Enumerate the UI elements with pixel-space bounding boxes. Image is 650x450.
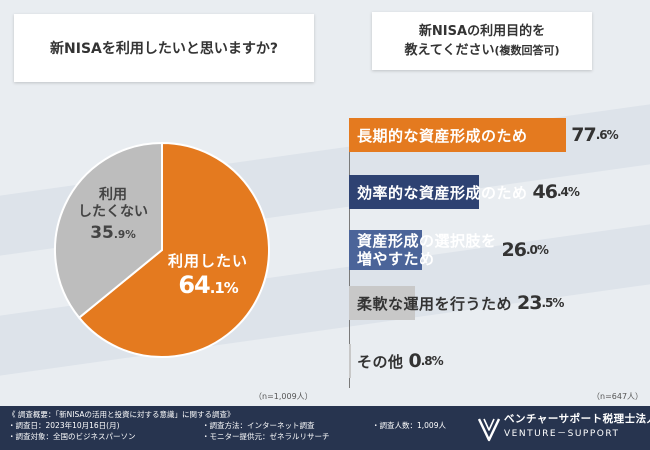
bar-value-other-int: 0	[408, 350, 422, 372]
bar-long-term	[349, 118, 567, 152]
pie-sample-size: （n=1,009人）	[254, 392, 313, 401]
bar-sample-size: （n=647人）	[592, 392, 644, 401]
bar-value-long-term-int: 77	[571, 124, 596, 146]
bar-value-flexible-int: 23	[517, 292, 542, 314]
bar-value-efficient-int: 46	[532, 181, 558, 203]
company-logo: ベンチャーサポート税理士法人 VENTURE－SUPPORT	[478, 414, 650, 444]
bar-label-other: その他	[357, 352, 404, 371]
footer-survey-info: 《 調査概要：「新NISAの活用と投資に対する意識」に関する調査》 ・調査日：2…	[0, 406, 650, 450]
pie-label-not-use-value-dec: .9%	[113, 229, 136, 241]
bar-flexible	[349, 286, 415, 320]
bar-chart-title-sub: (複数回答可)	[494, 44, 560, 57]
pie-label-not-use-value-int: 35	[90, 223, 114, 243]
bar-value-options-int: 26	[501, 239, 527, 261]
pie-label-use-value: 64.1%	[168, 271, 248, 299]
pie-chart-title: 新NISAを利用したいと思いますか?	[14, 14, 314, 82]
bar-value-options-dec: .0%	[525, 243, 549, 257]
bar-value-efficient: 46.4%	[532, 175, 580, 209]
bar-value-other: 0.8%	[408, 344, 444, 378]
pie-label-not-use: 利用 したくない 35.9%	[78, 187, 148, 243]
footer-survey-count: ・調査人数：1,009人	[372, 421, 446, 430]
pie-label-use: 利用したい 64.1%	[168, 250, 248, 299]
pie-slice-not-use	[54, 141, 163, 320]
company-name-en: VENTURE－SUPPORT	[504, 429, 620, 439]
bar-chart-title: 新NISAの利用目的を 教えてください(複数回答可)	[372, 12, 592, 70]
footer-survey-target: ・調査対象：全国のビジネスパーソン	[8, 432, 136, 441]
bar-value-efficient-dec: .4%	[556, 185, 580, 199]
bar-value-long-term-dec: .6%	[595, 128, 619, 142]
bar-value-other-dec: .8%	[420, 354, 444, 368]
bar-value-flexible: 23.5%	[517, 286, 564, 320]
bar-efficient	[349, 175, 479, 209]
pie-label-use-name: 利用したい	[168, 252, 249, 270]
footer-survey-date: ・調査日：2023年10月16日(月)	[8, 421, 120, 430]
pie-label-not-use-name-line2: したくない	[78, 204, 148, 220]
pie-chart-title-text: 新NISAを利用したいと思いますか?	[50, 41, 278, 57]
bar-chart-title-line1: 新NISAの利用目的を	[418, 24, 546, 39]
bar-label-options-line1: 資産形成の選択肢を	[357, 232, 497, 250]
bar-label-flexible: 柔軟な運用を行うため	[357, 294, 513, 313]
bar-label-options-line2: 増やすため	[357, 250, 435, 268]
pie-slice-use	[77, 141, 270, 358]
pie-label-use-value-dec: .1%	[209, 279, 239, 297]
bar-options	[349, 230, 422, 270]
bar-value-options: 26.0%	[501, 230, 549, 270]
company-name-jp: ベンチャーサポート税理士法人	[504, 413, 650, 425]
venture-support-logo-icon	[478, 418, 500, 442]
footer-survey-monitor: ・モニター提供元：ゼネラルリサーチ	[202, 432, 330, 441]
bar-label-efficient: 効率的な資産形成のため	[357, 183, 528, 202]
pie-label-use-value-int: 64	[178, 271, 210, 299]
bar-chart-title-line2: 教えてください	[404, 43, 495, 58]
bar-other	[349, 344, 352, 378]
pie-label-not-use-name-line1: 利用	[99, 187, 127, 203]
bar-value-long-term: 77.6%	[571, 118, 619, 152]
footer-survey-method: ・調査方法：インターネット調査	[202, 421, 315, 430]
footer-survey-overview: 《 調査概要：「新NISAの活用と投資に対する意識」に関する調査》	[8, 410, 235, 419]
bar-label-long-term: 長期的な資産形成のため	[357, 126, 528, 145]
pie-label-not-use-value: 35.9%	[78, 223, 148, 243]
bar-value-flexible-dec: .5%	[541, 296, 564, 310]
bar-label-options: 資産形成の選択肢を 増やすため	[357, 230, 497, 270]
